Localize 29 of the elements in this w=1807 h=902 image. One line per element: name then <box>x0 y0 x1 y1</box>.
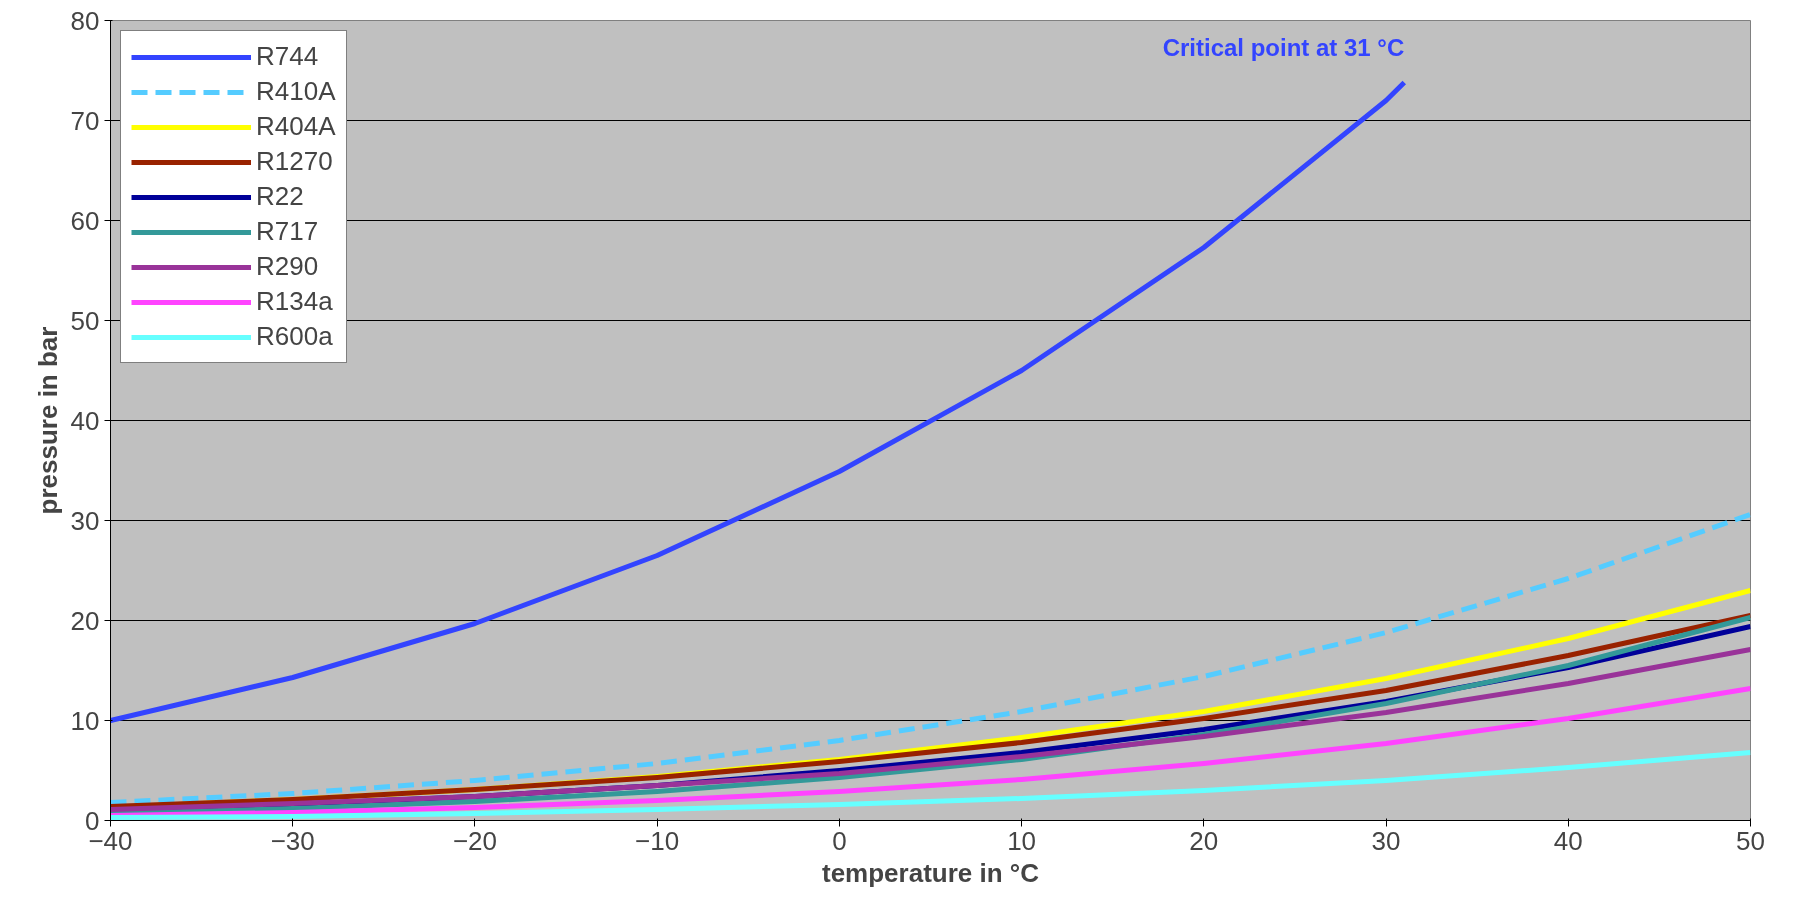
y-tick-label: 60 <box>70 205 100 236</box>
legend-label: R410A <box>256 76 336 107</box>
x-tick-label: 20 <box>1189 825 1219 856</box>
legend-label: R1270 <box>256 146 333 177</box>
x-tick-label: −30 <box>270 825 315 856</box>
legend-label: R22 <box>256 181 304 212</box>
x-tick-label: 50 <box>1736 825 1765 856</box>
annotation: Critical point at 31 °C <box>1162 33 1405 61</box>
y-tick-label: 10 <box>70 705 100 736</box>
y-tick-label: 70 <box>70 105 100 136</box>
legend-label: R134a <box>256 286 333 317</box>
x-tick-label: 10 <box>1007 825 1037 856</box>
x-tick-label: −20 <box>452 825 497 856</box>
y-tick-label: 20 <box>70 605 100 636</box>
x-tick-label: 0 <box>832 825 847 856</box>
y-tick-label: 50 <box>70 305 100 336</box>
legend-label: R404A <box>256 111 336 142</box>
x-tick-label: 30 <box>1371 825 1401 856</box>
legend-label: R290 <box>256 251 319 282</box>
legend-label: R717 <box>256 216 319 247</box>
legend-label: R744 <box>256 41 319 72</box>
x-tick-label: 40 <box>1553 825 1583 856</box>
legend-label: R600a <box>256 321 333 352</box>
x-axis-title: temperature in °C <box>822 857 1040 888</box>
y-axis-title: pressure in bar <box>32 326 63 515</box>
y-tick-label: 40 <box>70 405 100 436</box>
x-tick-label: −10 <box>635 825 680 856</box>
y-tick-label: 80 <box>70 5 100 36</box>
y-tick-label: 30 <box>70 505 100 536</box>
